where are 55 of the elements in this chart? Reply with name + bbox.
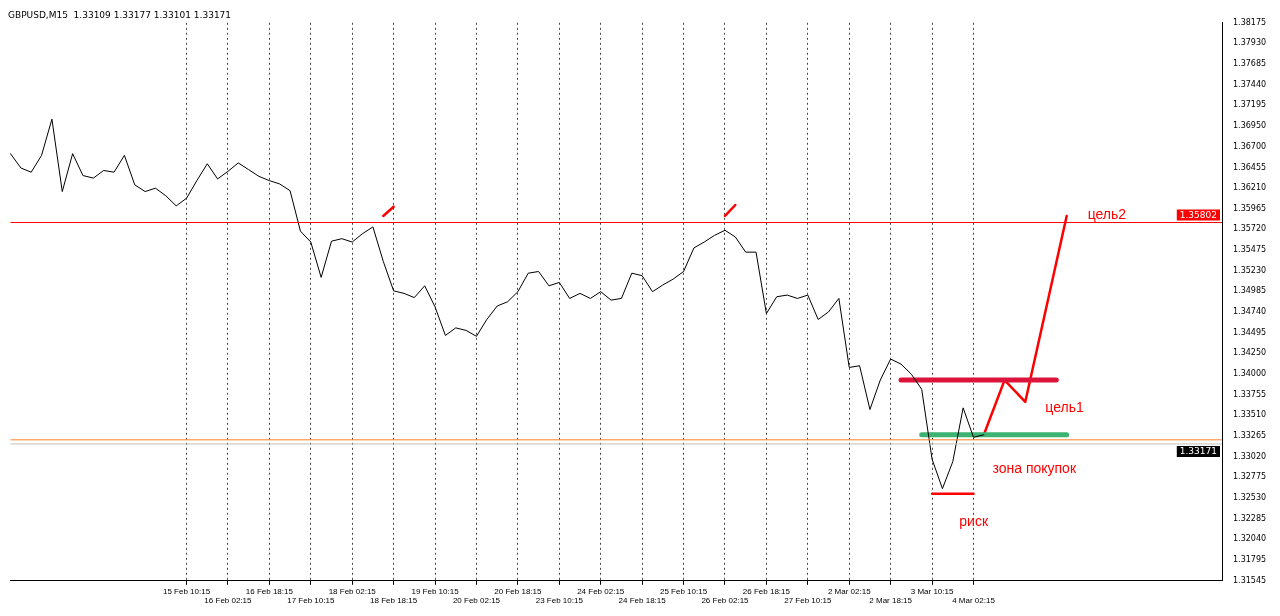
y-tick-label: 1.34985 [1233,286,1267,296]
y-tick-label: 1.37195 [1233,100,1267,110]
annotation: зона покупок [992,460,1077,477]
x-tick-label: 26 Feb 18:15 [742,586,791,596]
y-tick-label: 1.32285 [1233,513,1267,523]
y-tick-label: 1.36950 [1233,120,1267,130]
y-tick-label: 1.33510 [1233,410,1267,420]
x-tick-label: 17 Feb 10:15 [287,596,335,606]
y-tick-label: 1.32775 [1233,472,1267,482]
x-tick-label: 27 Feb 10:15 [784,596,832,606]
x-tick-label: 3 Mar 10:15 [910,586,954,596]
x-tick-label: 24 Feb 02:15 [577,586,625,596]
x-tick-label: 19 Feb 10:15 [411,586,460,596]
y-tick-label: 1.35965 [1233,203,1267,213]
y-tick-label: 1.32530 [1233,492,1267,502]
y-tick-label: 1.36455 [1233,162,1267,172]
x-tick-label: 15 Feb 10:15 [162,586,211,596]
x-tick-label: 2 Mar 02:15 [827,586,872,596]
y-tick-label: 1.32040 [1233,534,1267,544]
y-tick-label: 1.35230 [1233,265,1267,275]
x-tick-label: 18 Feb 02:15 [328,586,377,596]
x-tick-label: 16 Feb 18:15 [245,586,294,596]
y-tick-label: 1.36210 [1233,183,1267,193]
y-tick-label: 1.33755 [1233,389,1267,399]
x-tick-label: 26 Feb 02:15 [701,596,750,606]
y-tick-label: 1.31795 [1233,554,1267,564]
y-tick-label: 1.33020 [1233,451,1267,461]
x-tick-label: 20 Feb 02:15 [452,596,501,606]
y-tick-label: 1.37440 [1233,79,1267,89]
y-tick-label: 1.33265 [1233,431,1267,441]
ref-line-label: 1.35802 [1179,209,1217,220]
x-tick-label: 23 Feb 10:15 [535,596,584,606]
y-tick-label: 1.34000 [1233,369,1267,379]
annotation: цель2 [1087,206,1127,223]
x-tick-label: 4 Mar 02:15 [952,596,996,606]
y-tick-label: 1.35720 [1233,224,1267,234]
x-tick-label: 2 Mar 18:15 [869,596,913,606]
x-tick-label: 16 Feb 02:15 [204,596,253,606]
chart-title: GBPUSD,M15 1.33109 1.33177 1.33101 1.33171 [8,9,232,20]
y-tick-label: 1.34740 [1233,306,1267,316]
annotation: риск [959,513,989,530]
y-tick-label: 1.31545 [1233,575,1267,585]
y-tick-label: 1.36700 [1233,142,1267,152]
y-tick-label: 1.34250 [1233,348,1267,358]
y-tick-label: 1.35475 [1233,245,1267,255]
y-tick-label: 1.37685 [1233,59,1267,69]
y-tick-label: 1.38175 [1233,17,1267,27]
ref-line-label: 1.33171 [1179,446,1217,457]
x-tick-label: 18 Feb 18:15 [370,596,418,606]
y-tick-label: 1.37930 [1233,38,1267,48]
y-tick-label: 1.34495 [1233,327,1267,337]
annotation: цель1 [1045,398,1084,415]
x-tick-label: 25 Feb 10:15 [659,586,708,596]
x-tick-label: 24 Feb 18:15 [618,596,667,606]
x-tick-label: 20 Feb 18:15 [494,586,542,596]
